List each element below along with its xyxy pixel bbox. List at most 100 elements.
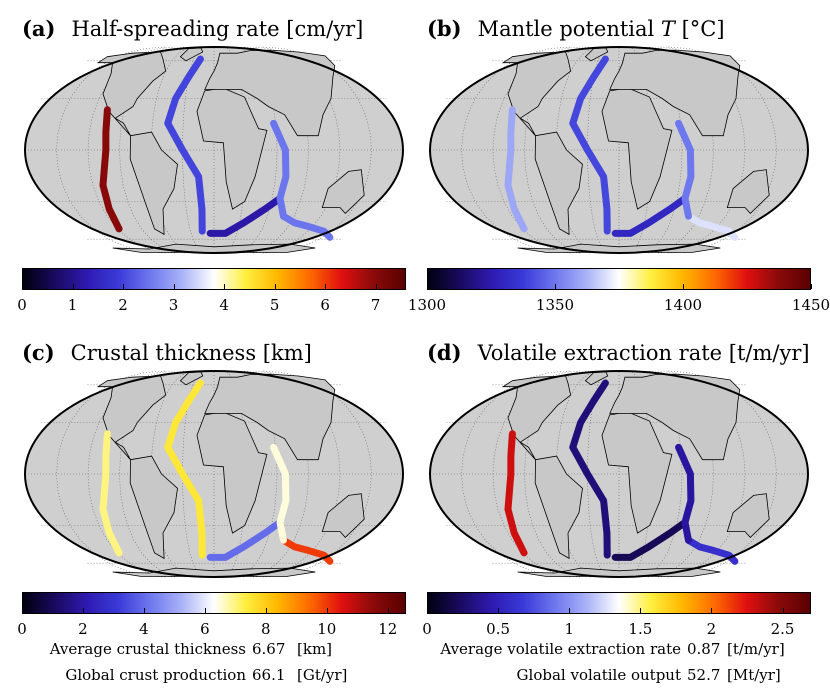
colorbar-ticks: 1300 1350 1400 1450: [408, 284, 830, 318]
panel-label: (c): [22, 340, 55, 365]
continent-eurasia: [204, 49, 336, 137]
stat-unit: [t/m/yr]: [727, 640, 785, 658]
continent-south-america: [129, 455, 178, 560]
continent-north-america: [96, 51, 167, 136]
colorbar-tick-label: 5: [269, 296, 280, 314]
colorbar-tick-mark: [387, 608, 389, 613]
colorbar-tick-label: 1400: [663, 296, 703, 314]
stat-value: 66.1: [252, 666, 286, 684]
stat-label: Global crust production: [65, 666, 246, 684]
continent-north-america: [501, 375, 572, 460]
panel-title: (a) Half-spreading rate [cm/yr]: [22, 16, 363, 41]
colorbar-tick-label: 3: [168, 296, 179, 314]
colorbar-tick-label: 1300: [407, 296, 447, 314]
map-outline: [429, 46, 809, 254]
continent-south-america: [129, 131, 178, 236]
panel-title-unit: [°C]: [674, 17, 725, 41]
colorbar-tick-label: 1: [67, 296, 78, 314]
colorbar-tick-mark: [143, 608, 145, 613]
continent-eurasia: [609, 49, 741, 137]
colorbar-tick-label: 10: [317, 620, 337, 638]
stat-row: Average crustal thickness 6.67 [km]: [22, 640, 406, 666]
ridge-central-indian: [675, 119, 695, 220]
stat-row: Global volatile output 52.7 [Mt/yr]: [427, 666, 811, 692]
colorbar-tick-mark: [123, 284, 125, 289]
panel-label: (b): [427, 16, 462, 41]
colorbar-tick-mark: [224, 284, 226, 289]
colorbar-tick-mark: [173, 284, 175, 289]
colorbar-tick-label: 0.5: [486, 620, 511, 638]
continent-australia: [726, 493, 770, 538]
colorbar-tick-label: 1: [564, 620, 574, 638]
colorbar-tick-label: 2: [118, 296, 128, 314]
map-outline: [24, 370, 404, 578]
colorbar-tick-mark: [640, 608, 642, 613]
continent-south-america: [534, 455, 583, 560]
colorbar-tick-label: 2.5: [770, 620, 795, 638]
colorbar-tick-label: 4: [139, 620, 149, 638]
stat-label: Global volatile output: [516, 666, 681, 684]
map-outline: [429, 370, 809, 578]
colorbar-tick-label: 2: [78, 620, 88, 638]
colorbar-tick-label: 7: [370, 296, 381, 314]
colorbar-tick-mark: [555, 284, 556, 289]
ridge-southwest-indian: [611, 194, 689, 237]
stat-value: 52.7: [687, 666, 721, 684]
map-outline: [24, 46, 404, 254]
colorbar-tick-mark: [427, 284, 428, 289]
continent-australia: [321, 169, 365, 214]
stat-label: Average volatile extraction rate: [440, 640, 681, 658]
colorbar-tick-label: 1350: [535, 296, 575, 314]
stats-block: Average volatile extraction rate 0.87 [t…: [427, 640, 811, 692]
world-map: [429, 46, 809, 254]
ridge-mid-atlantic: [164, 379, 206, 559]
panel-b: (b) Mantle potential T [°C] 1300 1350 1400 1…: [408, 16, 830, 336]
panel-c: (c) Crustal thickness [km] 0 2 4 6 8 10 12 Aver…: [17, 340, 422, 684]
colorbar-tick-mark: [274, 284, 276, 289]
colorbar-tick-mark: [82, 608, 84, 613]
colorbar-tick-label: 2: [706, 620, 717, 638]
continent-north-america: [501, 51, 572, 136]
stat-value: 0.87: [687, 640, 721, 658]
colorbar-tick-label: 8: [261, 620, 271, 638]
colorbar-tick-label: 1450: [791, 296, 830, 314]
panel-label: (d): [427, 340, 462, 365]
colorbar-tick-label: 0: [17, 620, 27, 638]
colorbar-tick-mark: [265, 608, 267, 613]
panel-title: (c) Crustal thickness [km]: [22, 340, 312, 365]
stats-block: Average crustal thickness 6.67 [km] Glob…: [22, 640, 406, 692]
ridge-mid-atlantic: [164, 55, 206, 235]
colorbar-tick-mark: [326, 608, 328, 613]
colorbar: [427, 268, 811, 290]
panel-title-variable: T: [660, 17, 675, 41]
ridge-central-indian: [675, 443, 695, 544]
ridge-central-indian: [270, 119, 290, 220]
colorbar-ticks: 0 0.5 1 1.5 2 2.5: [422, 608, 811, 642]
stat-unit: [Mt/yr]: [727, 666, 781, 684]
ridge-east-pacific: [99, 430, 123, 557]
world-map: [24, 370, 404, 578]
colorbar-tick-label: 4: [219, 296, 229, 314]
continent-australia: [321, 493, 365, 538]
ridge-southwest-indian: [206, 194, 284, 237]
ridge-mid-atlantic: [569, 55, 611, 235]
colorbar-tick-label: 0: [422, 620, 432, 638]
ridge-southwest-indian: [206, 518, 284, 561]
ridge-mid-atlantic: [569, 379, 611, 559]
continent-eurasia: [204, 373, 336, 461]
colorbar-tick-label: 6: [200, 620, 210, 638]
colorbar-tick-mark: [811, 284, 812, 289]
colorbar-tick-mark: [22, 608, 23, 613]
colorbar-tick-label: 1.5: [628, 620, 653, 638]
colorbar-tick-mark: [375, 284, 377, 289]
ridge-east-pacific: [99, 106, 123, 233]
ridge-southwest-indian: [611, 518, 689, 561]
stat-label: Average crustal thickness: [49, 640, 246, 658]
ridge-east-pacific: [504, 430, 528, 557]
continent-eurasia: [609, 373, 741, 461]
continent-south-america: [534, 131, 583, 236]
colorbar: [22, 592, 406, 614]
colorbar-ticks: 0 1 2 3 4 5 6 7: [17, 284, 406, 318]
colorbar-tick-mark: [782, 608, 784, 613]
colorbar-tick-mark: [427, 608, 428, 613]
